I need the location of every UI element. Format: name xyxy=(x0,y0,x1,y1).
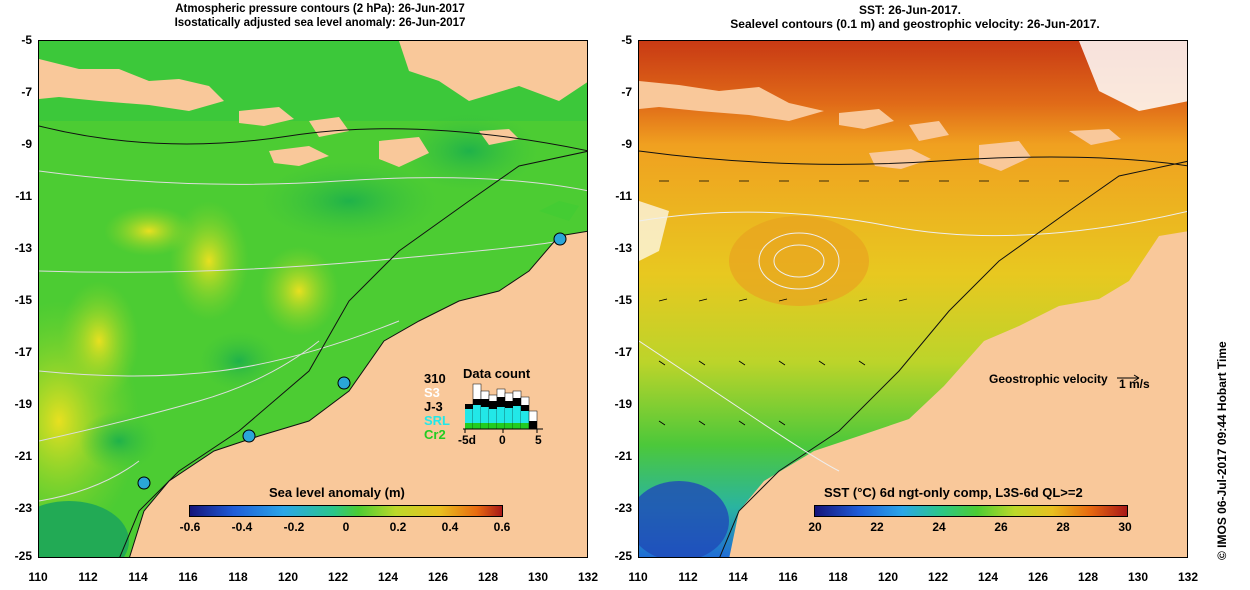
y-tick-label: -19 xyxy=(614,397,632,411)
x-tick-label: 128 xyxy=(477,570,499,584)
x-tick-label: 132 xyxy=(1177,570,1199,584)
y-tick-label: -13 xyxy=(614,241,632,255)
y-tick-label: -19 xyxy=(14,397,32,411)
left-title-line2: Isostatically adjusted sea level anomaly… xyxy=(174,17,466,29)
sla-colorbar-tick: 0.6 xyxy=(493,520,511,534)
left-title-line1: Atmospheric pressure contours (2 hPa): 2… xyxy=(175,3,465,15)
x-tick-label: 124 xyxy=(377,570,399,584)
x-tick-label: 128 xyxy=(1077,570,1099,584)
sla-colorbar-tick: -0.2 xyxy=(283,520,305,534)
sla-colorbar-title: Sea level anomaly (m) xyxy=(269,485,405,500)
sla-map-graphic xyxy=(39,41,587,557)
sla-colorbar-tick: 0.4 xyxy=(441,520,459,534)
inset-xtick-5: 5 xyxy=(535,433,542,447)
x-tick-label: 112 xyxy=(78,570,98,584)
x-tick-label: 132 xyxy=(577,570,599,584)
inset-count: 310 xyxy=(424,371,446,386)
inset-xtick-0: 0 xyxy=(499,433,506,447)
x-tick-label: 126 xyxy=(1027,570,1049,584)
y-tick-label: -7 xyxy=(21,85,32,99)
sla-colorbar-tick: 0.2 xyxy=(389,520,407,534)
y-tick-label: -5 xyxy=(21,33,32,47)
sst-map-graphic xyxy=(639,41,1187,557)
y-tick-label: -25 xyxy=(14,549,32,563)
velocity-scale: 1 m/s xyxy=(1119,377,1150,391)
x-tick-label: 120 xyxy=(277,570,299,584)
y-tick-label: -17 xyxy=(614,345,632,359)
sea-level-anomaly-map: 310 Data count S3 J-3 SRL Cr2 -5d 0 5 xyxy=(38,40,588,558)
x-tick-label: 130 xyxy=(527,570,549,584)
x-tick-label: 116 xyxy=(178,570,198,584)
y-tick-label: -13 xyxy=(14,241,32,255)
x-tick-label: 124 xyxy=(977,570,999,584)
x-tick-label: 122 xyxy=(927,570,949,584)
x-tick-label: 110 xyxy=(628,570,648,584)
sla-colorbar-tick: -0.6 xyxy=(179,520,201,534)
x-tick-label: 112 xyxy=(678,570,698,584)
x-tick-label: 118 xyxy=(228,570,248,584)
y-tick-label: -17 xyxy=(14,345,32,359)
sst-colorbar-tick: 24 xyxy=(932,520,946,534)
sst-colorbar-tick: 22 xyxy=(870,520,884,534)
sla-colorbar-tick: -0.4 xyxy=(231,520,253,534)
inset-title: Data count xyxy=(463,366,531,381)
sla-colorbar xyxy=(189,505,503,517)
velocity-label: Geostrophic velocity xyxy=(989,372,1108,386)
y-tick-label: -23 xyxy=(14,501,32,515)
x-tick-label: 130 xyxy=(1127,570,1149,584)
x-tick-label: 118 xyxy=(828,570,848,584)
y-tick-label: -21 xyxy=(14,449,32,463)
x-tick-label: 126 xyxy=(427,570,449,584)
y-tick-label: -23 xyxy=(614,501,632,515)
y-tick-label: -11 xyxy=(615,189,632,203)
inset-series-srl: SRL xyxy=(424,413,450,428)
inset-xtick-minus5d: -5d xyxy=(458,433,476,447)
x-tick-label: 120 xyxy=(877,570,899,584)
data-count-bars xyxy=(463,383,543,433)
inset-series-s3: S3 xyxy=(424,385,440,400)
y-tick-label: -25 xyxy=(614,549,632,563)
sst-colorbar xyxy=(814,505,1128,517)
sst-colorbar-title: SST (°C) 6d ngt-only comp, L3S-6d QL>=2 xyxy=(824,485,1083,500)
sst-colorbar-tick: 20 xyxy=(808,520,822,534)
right-title-line1: SST: 26-Jun-2017. xyxy=(858,3,962,17)
y-tick-label: -5 xyxy=(621,33,632,47)
sst-map: Geostrophic velocity 1 m/s SST (°C) 6d n… xyxy=(638,40,1188,558)
x-tick-label: 116 xyxy=(778,570,798,584)
sst-colorbar-tick: 28 xyxy=(1056,520,1070,534)
y-tick-label: -15 xyxy=(614,293,632,307)
x-tick-label: 122 xyxy=(327,570,349,584)
right-title-line2: Sealevel contours (0.1 m) and geostrophi… xyxy=(730,17,1100,31)
y-tick-label: -11 xyxy=(15,189,32,203)
sst-colorbar-tick: 30 xyxy=(1118,520,1132,534)
y-tick-label: -21 xyxy=(614,449,632,463)
y-tick-label: -7 xyxy=(621,85,632,99)
x-tick-label: 114 xyxy=(728,570,748,584)
x-tick-label: 114 xyxy=(128,570,148,584)
sst-colorbar-tick: 26 xyxy=(994,520,1008,534)
x-tick-label: 110 xyxy=(28,570,48,584)
inset-series-j3: J-3 xyxy=(424,399,443,414)
sla-colorbar-tick: 0 xyxy=(342,520,350,534)
y-tick-label: -9 xyxy=(621,137,632,151)
inset-series-cr2: Cr2 xyxy=(424,427,446,442)
y-tick-label: -9 xyxy=(21,137,32,151)
y-tick-label: -15 xyxy=(14,293,32,307)
imos-credit: © IMOS 06-Jul-2017 09:44 Hobart Time xyxy=(1215,341,1229,560)
